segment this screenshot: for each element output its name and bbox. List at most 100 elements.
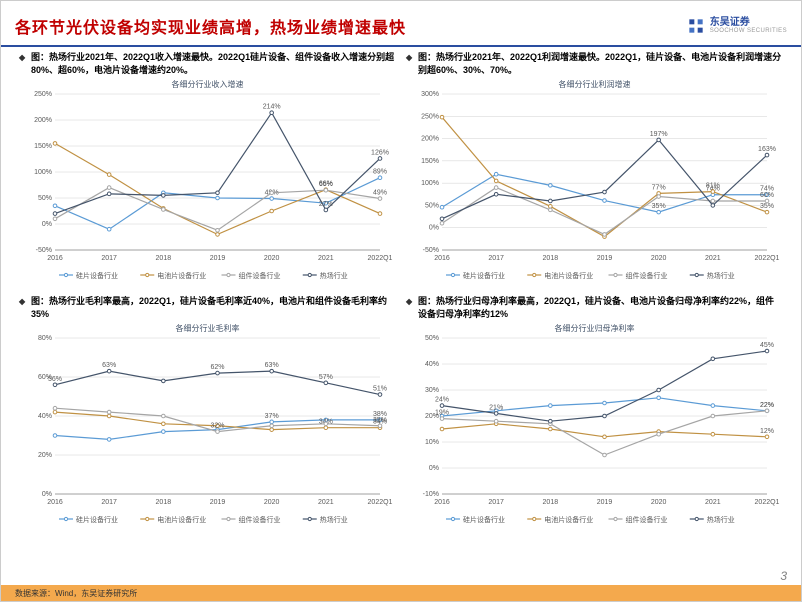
svg-text:27%: 27% bbox=[319, 201, 333, 208]
page-title: 各环节光伏设备均实现业绩高增，热场业绩增速最快 bbox=[15, 14, 406, 38]
svg-text:2016: 2016 bbox=[47, 499, 63, 506]
svg-text:2022Q1: 2022Q1 bbox=[368, 499, 393, 506]
svg-text:2020: 2020 bbox=[264, 499, 280, 506]
svg-text:51%: 51% bbox=[373, 386, 387, 393]
svg-text:硅片设备行业: 硅片设备行业 bbox=[463, 271, 505, 280]
svg-text:250%: 250% bbox=[34, 91, 52, 98]
svg-text:40%: 40% bbox=[38, 413, 52, 420]
svg-text:126%: 126% bbox=[371, 150, 389, 157]
svg-text:200%: 200% bbox=[34, 117, 52, 124]
svg-text:2018: 2018 bbox=[543, 499, 559, 506]
svg-text:81%: 81% bbox=[706, 183, 720, 190]
svg-text:2018: 2018 bbox=[156, 255, 172, 262]
svg-text:2017: 2017 bbox=[101, 499, 117, 506]
svg-text:-50%: -50% bbox=[423, 247, 439, 254]
svg-text:40%: 40% bbox=[425, 361, 439, 368]
svg-text:65%: 65% bbox=[319, 181, 333, 188]
svg-text:硅片设备行业: 硅片设备行业 bbox=[76, 515, 118, 524]
svg-text:150%: 150% bbox=[34, 143, 52, 150]
svg-text:80%: 80% bbox=[38, 335, 52, 342]
svg-text:2016: 2016 bbox=[47, 255, 63, 262]
svg-text:硅片设备行业: 硅片设备行业 bbox=[76, 271, 118, 280]
svg-text:56%: 56% bbox=[48, 376, 62, 383]
svg-text:62%: 62% bbox=[210, 364, 224, 371]
svg-text:各细分行业收入增速: 各细分行业收入增速 bbox=[172, 79, 244, 89]
svg-text:197%: 197% bbox=[650, 131, 668, 138]
svg-text:2020: 2020 bbox=[651, 499, 667, 506]
svg-text:19%: 19% bbox=[435, 410, 449, 417]
svg-text:0%: 0% bbox=[42, 491, 52, 498]
svg-text:49%: 49% bbox=[373, 190, 387, 197]
chart2-caption: 图：热场行业2021年、2022Q1利润增速最快。2022Q1，硅片设备、电池片… bbox=[406, 51, 783, 76]
chart4-caption: 图：热场行业归母净利率最高，2022Q1，硅片设备、电池片设备归母净利率约22%… bbox=[406, 295, 783, 320]
logo-icon bbox=[686, 16, 706, 36]
svg-text:2019: 2019 bbox=[210, 499, 226, 506]
svg-text:组件设备行业: 组件设备行业 bbox=[626, 271, 668, 280]
svg-text:电池片设备行业: 电池片设备行业 bbox=[544, 271, 593, 280]
svg-text:组件设备行业: 组件设备行业 bbox=[239, 271, 281, 280]
svg-text:2021: 2021 bbox=[318, 499, 334, 506]
svg-text:35%: 35% bbox=[373, 417, 387, 424]
chart3: 各细分行业毛利率0%20%40%60%80%201620172018201920… bbox=[19, 320, 396, 530]
svg-text:35%: 35% bbox=[760, 203, 774, 210]
svg-text:89%: 89% bbox=[373, 169, 387, 176]
svg-text:77%: 77% bbox=[652, 185, 666, 192]
logo-cn: 东吴证券 bbox=[710, 18, 787, 28]
svg-text:2020: 2020 bbox=[651, 255, 667, 262]
divider bbox=[1, 45, 801, 47]
svg-text:63%: 63% bbox=[102, 363, 116, 370]
svg-text:24%: 24% bbox=[435, 397, 449, 404]
svg-text:各细分行业利润增速: 各细分行业利润增速 bbox=[559, 79, 631, 89]
svg-text:2021: 2021 bbox=[318, 255, 334, 262]
svg-text:2016: 2016 bbox=[434, 499, 450, 506]
svg-text:2018: 2018 bbox=[543, 255, 559, 262]
chart1-caption: 图：热场行业2021年、2022Q1收入增速最快。2022Q1硅片设备、组件设备… bbox=[19, 51, 396, 76]
svg-text:电池片设备行业: 电池片设备行业 bbox=[157, 515, 206, 524]
svg-text:2019: 2019 bbox=[597, 255, 613, 262]
chart3-caption: 图：热场行业毛利率最高，2022Q1，硅片设备毛利率近40%，电池片和组件设备毛… bbox=[19, 295, 396, 320]
svg-text:0%: 0% bbox=[42, 221, 52, 228]
svg-text:2017: 2017 bbox=[488, 499, 504, 506]
svg-text:各细分行业归母净利率: 各细分行业归母净利率 bbox=[555, 323, 635, 333]
logo: 东吴证券 SOOCHOW SECURITIES bbox=[686, 16, 787, 36]
svg-text:2019: 2019 bbox=[210, 255, 226, 262]
svg-text:2019: 2019 bbox=[597, 499, 613, 506]
svg-text:300%: 300% bbox=[421, 91, 439, 98]
svg-text:100%: 100% bbox=[34, 169, 52, 176]
chart1: 各细分行业收入增速 -50% 0% 50% 100% 150% 200% 250% 2016 20… bbox=[19, 76, 396, 286]
svg-text:-10%: -10% bbox=[423, 491, 439, 498]
svg-text:57%: 57% bbox=[319, 374, 333, 381]
svg-text:50%: 50% bbox=[425, 203, 439, 210]
svg-text:-50%: -50% bbox=[36, 247, 52, 254]
svg-text:2017: 2017 bbox=[488, 255, 504, 262]
svg-text:30%: 30% bbox=[425, 387, 439, 394]
svg-text:2021: 2021 bbox=[705, 499, 721, 506]
svg-text:热场行业: 热场行业 bbox=[320, 515, 348, 524]
svg-text:250%: 250% bbox=[421, 113, 439, 120]
page-number: 3 bbox=[780, 569, 787, 583]
data-source: 数据来源：Wind，东吴证券研究所 bbox=[15, 588, 137, 599]
svg-text:163%: 163% bbox=[758, 146, 776, 153]
svg-text:组件设备行业: 组件设备行业 bbox=[239, 515, 281, 524]
svg-text:12%: 12% bbox=[760, 428, 774, 435]
svg-text:20%: 20% bbox=[38, 452, 52, 459]
svg-text:2021: 2021 bbox=[705, 255, 721, 262]
svg-text:2022Q1: 2022Q1 bbox=[368, 255, 393, 262]
svg-text:硅片设备行业: 硅片设备行业 bbox=[463, 515, 505, 524]
svg-text:0%: 0% bbox=[429, 225, 439, 232]
svg-text:21%: 21% bbox=[489, 405, 503, 412]
svg-text:214%: 214% bbox=[263, 104, 281, 111]
svg-text:60%: 60% bbox=[760, 192, 774, 199]
svg-text:100%: 100% bbox=[421, 180, 439, 187]
svg-text:50%: 50% bbox=[38, 195, 52, 202]
svg-text:2022Q1: 2022Q1 bbox=[755, 499, 780, 506]
svg-text:2022Q1: 2022Q1 bbox=[755, 255, 780, 262]
svg-text:热场行业: 热场行业 bbox=[320, 271, 348, 280]
svg-text:200%: 200% bbox=[421, 136, 439, 143]
logo-en: SOOCHOW SECURITIES bbox=[710, 28, 787, 34]
footer-bar: 数据来源：Wind，东吴证券研究所 bbox=[1, 585, 801, 601]
svg-text:0%: 0% bbox=[429, 465, 439, 472]
svg-text:2017: 2017 bbox=[101, 255, 117, 262]
svg-text:150%: 150% bbox=[421, 158, 439, 165]
svg-text:2016: 2016 bbox=[434, 255, 450, 262]
